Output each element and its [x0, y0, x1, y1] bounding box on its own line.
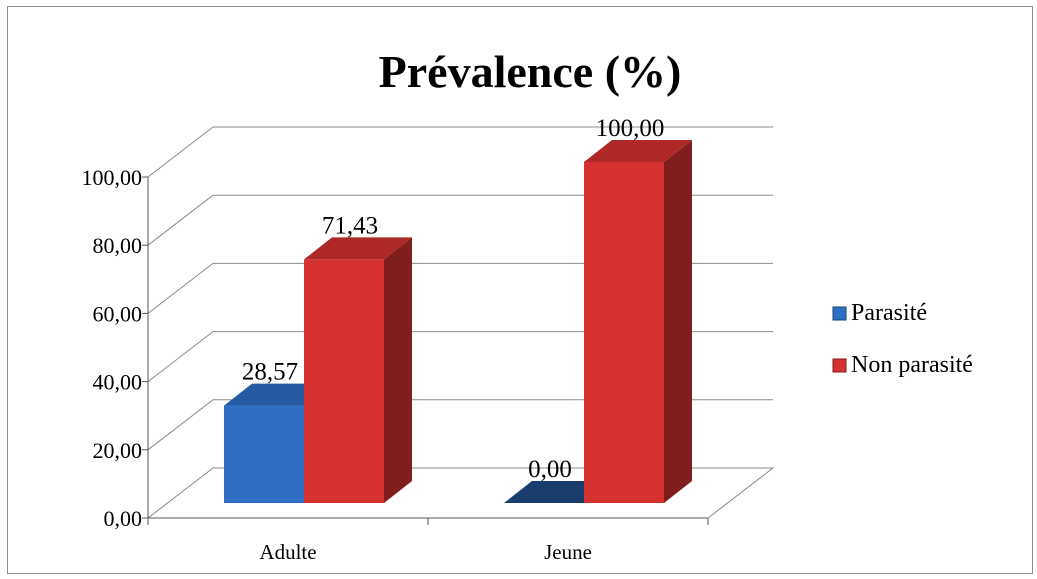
bar-front-face [584, 162, 664, 503]
legend-label: Non parasité [851, 352, 973, 378]
gridline-diagonal [147, 331, 214, 382]
legend-label: Parasité [851, 300, 927, 326]
data-label: 71,43 [322, 212, 378, 239]
gridline-diagonal [147, 263, 214, 314]
bar-side-face [664, 140, 692, 503]
bar-top-face [304, 237, 412, 260]
data-label: 28,57 [242, 359, 298, 386]
gridline-diagonal [147, 126, 214, 178]
bar-front-face [224, 405, 304, 503]
y-tick-label: 0,00 [104, 506, 143, 531]
data-label: 100,00 [596, 115, 665, 142]
y-tick-label: 60,00 [93, 301, 143, 326]
bar [584, 140, 692, 503]
x-axis: Adulte Jeune [147, 517, 709, 564]
data-labels: 28,57 71,43 0,00 100,00 [242, 115, 665, 483]
y-tick-label: 80,00 [93, 233, 143, 258]
y-axis: 0,00 20,00 40,00 60,00 80,00 100,00 [82, 165, 149, 531]
bar [304, 237, 412, 503]
gridline-diagonal [147, 194, 214, 246]
y-tick-label: 20,00 [93, 438, 143, 463]
chart-title: Prévalence (%) [379, 46, 682, 97]
bar-front-face [304, 259, 384, 503]
x-category-label: Jeune [544, 540, 592, 564]
bar-top-face [584, 140, 692, 162]
bar-group [224, 140, 692, 503]
legend-swatch [832, 358, 847, 373]
x-category-label: Adulte [259, 540, 316, 564]
data-label: 0,00 [528, 456, 572, 483]
legend: Parasité Non parasité [832, 300, 973, 378]
legend-swatch [832, 306, 847, 321]
y-tick-label: 40,00 [93, 370, 143, 395]
gridline-diagonal [147, 399, 214, 451]
bar-side-face [384, 237, 412, 503]
y-tick-label: 100,00 [82, 165, 143, 190]
